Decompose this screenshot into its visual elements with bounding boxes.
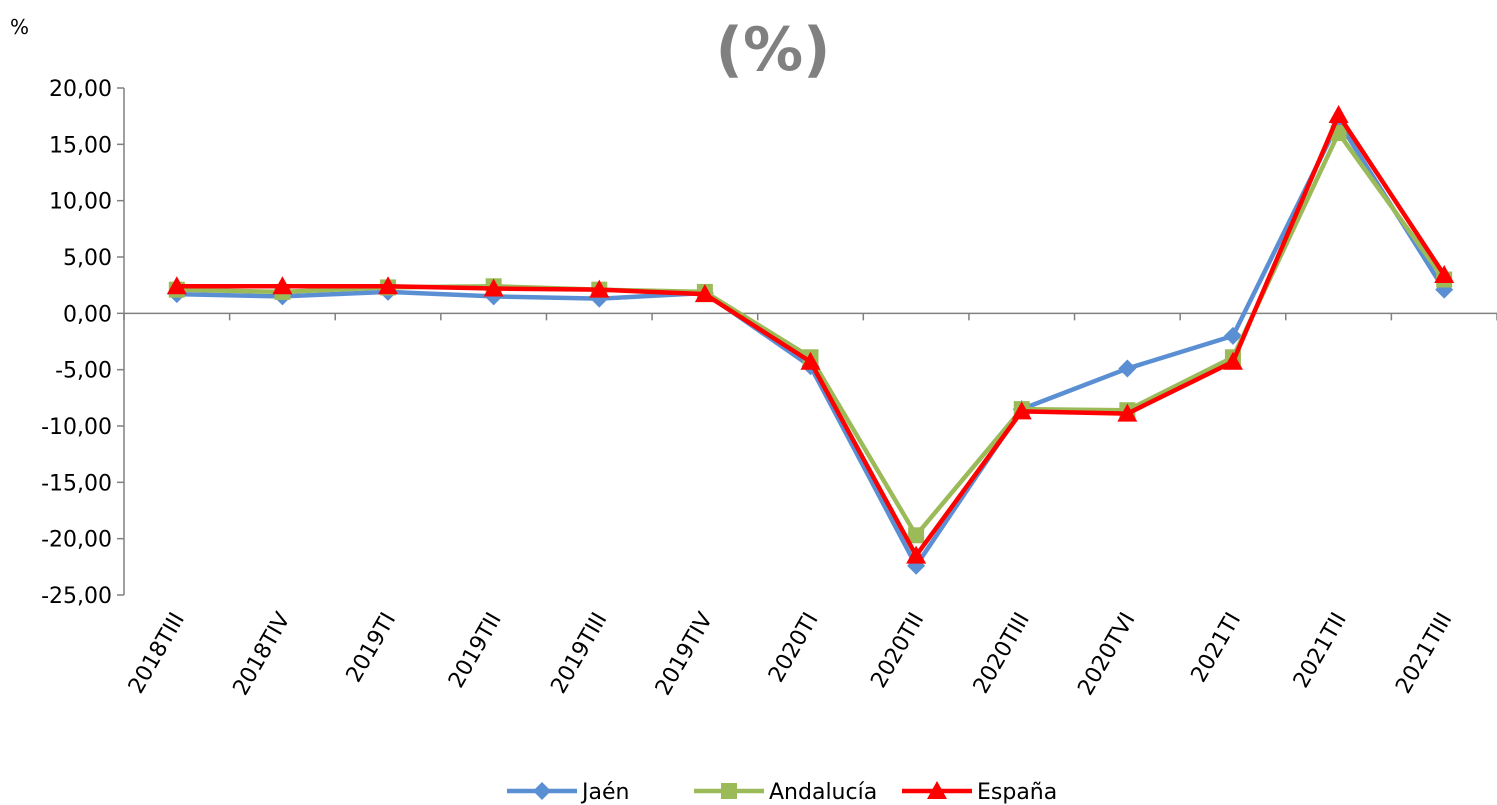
data-point-espana — [166, 276, 187, 295]
data-point-espana — [694, 284, 715, 303]
x-tick-label: 2019TIII — [546, 609, 612, 698]
x-tick-label: 2021TII — [1289, 609, 1352, 693]
y-tick-label: 15,00 — [49, 133, 112, 158]
x-tick-label: 2020TVI — [1073, 609, 1140, 700]
y-tick-label: -10,00 — [41, 415, 112, 440]
legend-item-andalucia: Andalucía — [694, 780, 877, 805]
x-tick-label: 2020TIII — [969, 609, 1035, 698]
x-tick-label: 2021TIII — [1391, 609, 1457, 698]
y-tick-label: 5,00 — [63, 246, 112, 271]
data-point-espana — [906, 545, 927, 564]
series-line-andalucia — [176, 130, 1447, 538]
data-point-jaen — [1223, 326, 1242, 345]
y-tick-label: -5,00 — [55, 359, 112, 384]
x-tick-label: 2020TII — [866, 609, 929, 693]
x-tick-label: 2019TII — [444, 609, 507, 693]
legend: Jaén Andalucía España — [507, 780, 1057, 805]
legend-item-jaen: Jaén — [507, 780, 629, 805]
legend-marker — [533, 782, 551, 800]
y-tick-label: 0,00 — [63, 302, 112, 327]
data-point-espana — [1011, 401, 1032, 420]
data-point-espana — [1222, 351, 1243, 370]
x-tick-label: 2018TIV — [228, 609, 295, 700]
series-jaen — [167, 112, 1454, 575]
data-point-espana — [1328, 105, 1349, 124]
legend-item-espana: España — [902, 780, 1057, 805]
axes: 20,00 15,00 10,00 5,00 0,00 -5,00 -10,00 -15,00… — [41, 77, 1497, 700]
series-espana — [166, 105, 1455, 564]
series-layer — [166, 105, 1455, 575]
data-point-espana — [1117, 403, 1138, 422]
x-tick-label: 2018TIII — [124, 609, 190, 698]
legend-label: Andalucía — [769, 780, 877, 805]
series-line-espana — [176, 112, 1447, 558]
legend-marker — [721, 783, 737, 799]
x-tick-label: 2019TIV — [651, 609, 718, 700]
y-tick-label: -25,00 — [41, 584, 112, 609]
series-andalucia — [168, 125, 1453, 544]
data-point-espana — [483, 278, 504, 297]
data-point-espana — [378, 276, 399, 295]
x-tick-label: 2019TI — [342, 609, 402, 687]
x-tick-label: 2021TI — [1187, 609, 1247, 687]
y-tick-label: -20,00 — [41, 528, 112, 553]
y-tick-label: 10,00 — [49, 190, 112, 215]
legend-label: Jaén — [580, 780, 629, 805]
y-unit-label: % — [10, 15, 29, 39]
data-point-espana — [589, 279, 610, 298]
legend-marker — [927, 781, 947, 799]
data-point-espana — [800, 351, 821, 370]
x-tick-label: 2020TI — [764, 609, 824, 687]
series-line-jaen — [176, 119, 1447, 568]
y-tick-label: -15,00 — [41, 471, 112, 496]
chart-title: (%) — [716, 15, 831, 85]
data-point-espana — [1434, 265, 1455, 284]
y-tick-label: 20,00 — [49, 77, 112, 102]
data-point-espana — [272, 276, 293, 295]
data-point-andalucia — [908, 527, 925, 544]
data-point-jaen — [1118, 359, 1137, 378]
legend-label: España — [977, 780, 1057, 805]
